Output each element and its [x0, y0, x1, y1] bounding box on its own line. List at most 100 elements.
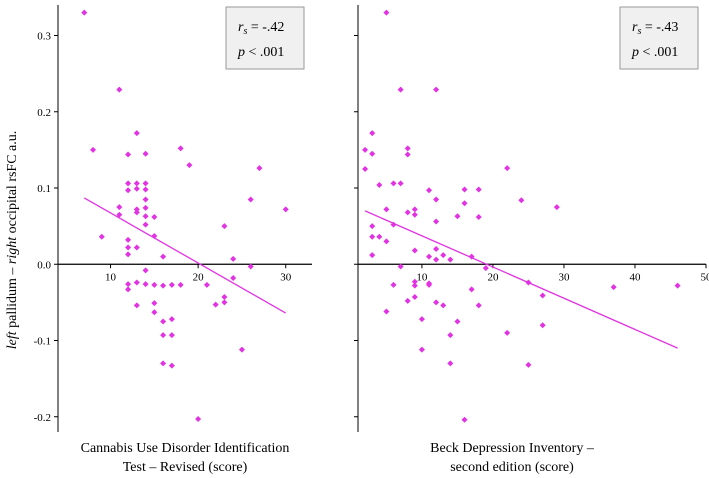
data-point — [133, 185, 140, 192]
p-symbol: p — [237, 45, 245, 60]
x-axis-label: Cannabis Use Disorder Identification Test… — [81, 441, 290, 475]
data-point — [433, 299, 440, 306]
data-point — [142, 267, 149, 274]
data-point — [383, 308, 390, 315]
data-point — [433, 218, 440, 225]
data-point — [125, 187, 132, 194]
data-point — [418, 346, 425, 353]
data-point — [168, 332, 175, 339]
data-point — [404, 145, 411, 152]
axes: 10 20 30 — [54, 5, 312, 432]
data-point — [125, 281, 132, 288]
data-point — [539, 292, 546, 299]
x-axis-label-line: second edition (score) — [450, 460, 574, 475]
y-axis-label-italic-right: right — [5, 236, 20, 264]
data-point — [151, 300, 158, 307]
data-points — [362, 9, 681, 423]
data-point — [383, 9, 390, 16]
x-tick-label: 30 — [280, 271, 292, 283]
data-point — [390, 180, 397, 187]
p-value: p < .001 — [237, 45, 284, 60]
rho-symbol: r — [238, 20, 244, 35]
data-point — [362, 165, 369, 172]
data-point — [142, 221, 149, 228]
data-point — [525, 279, 532, 286]
data-point — [238, 346, 245, 353]
data-point — [125, 236, 132, 243]
rho-subscript: s — [637, 26, 641, 37]
x-axis-label: Beck Depression Inventory – second editio… — [430, 441, 595, 475]
regression-line — [83, 197, 287, 314]
y-axis-label: left pallidum – right occipital rsFC a.u… — [5, 131, 20, 350]
data-point — [390, 281, 397, 288]
y-axis-label-mid: pallidum – — [5, 264, 20, 331]
data-point — [151, 213, 158, 220]
data-point — [475, 213, 482, 220]
data-points — [81, 9, 289, 423]
data-point — [411, 206, 418, 213]
y-tick-labels: -0.2 -0.1 0.0 0.1 0.2 0.3 — [34, 31, 52, 424]
data-point — [390, 221, 397, 228]
data-point — [376, 233, 383, 240]
data-point — [440, 252, 447, 259]
data-point — [433, 256, 440, 263]
data-point — [212, 301, 219, 308]
p-value-text: < .001 — [639, 45, 678, 60]
x-axis-label-line: Test – Revised (score) — [123, 460, 248, 475]
regression-line — [364, 210, 678, 349]
data-point — [383, 238, 390, 245]
data-point — [142, 186, 149, 193]
data-point — [282, 206, 289, 213]
data-point — [447, 256, 454, 263]
data-point — [90, 146, 97, 153]
data-point — [177, 145, 184, 152]
data-point — [177, 281, 184, 288]
data-point — [160, 318, 167, 325]
data-point — [418, 316, 425, 323]
data-point — [369, 223, 376, 230]
data-point — [454, 213, 461, 220]
data-point — [81, 9, 88, 16]
x-tick-label: 40 — [629, 271, 641, 283]
data-point — [397, 263, 404, 270]
data-point — [125, 251, 132, 258]
data-point — [151, 233, 158, 240]
data-point — [230, 255, 237, 262]
x-tick-label: 50 — [701, 271, 709, 283]
data-point — [168, 362, 175, 369]
data-point — [151, 309, 158, 316]
data-point — [125, 180, 132, 187]
data-point — [404, 297, 411, 304]
y-tick-label: 0.2 — [37, 107, 51, 119]
data-point — [133, 209, 140, 216]
stat-box-frame — [225, 6, 305, 70]
x-axis-label-line: Beck Depression Inventory – — [430, 441, 595, 456]
y-tick-label: -0.1 — [34, 336, 51, 348]
data-point — [461, 416, 468, 423]
data-point — [475, 186, 482, 193]
p-value-text: < .001 — [245, 45, 284, 60]
data-point — [426, 187, 433, 194]
y-axis-label-italic-left: left — [5, 330, 20, 349]
data-point — [411, 211, 418, 218]
data-point — [160, 253, 167, 260]
axes: 10 20 30 40 50 — [354, 5, 709, 432]
data-point — [98, 233, 105, 240]
rho-symbol: r — [632, 20, 638, 35]
data-point — [454, 318, 461, 325]
data-point — [404, 209, 411, 216]
data-point — [468, 253, 475, 260]
data-point — [125, 151, 132, 158]
data-point — [369, 130, 376, 137]
data-point — [539, 322, 546, 329]
data-point — [133, 279, 140, 286]
data-point — [160, 360, 167, 367]
data-point — [142, 196, 149, 203]
scatter-panel-bdi: 10 20 30 40 50 rs = -.43p < .001 Beck Depres… — [354, 5, 709, 475]
data-point — [221, 223, 228, 230]
data-point — [142, 204, 149, 211]
data-point — [369, 150, 376, 157]
p-value: p < .001 — [631, 45, 678, 60]
data-point — [168, 281, 175, 288]
data-point — [116, 86, 123, 93]
